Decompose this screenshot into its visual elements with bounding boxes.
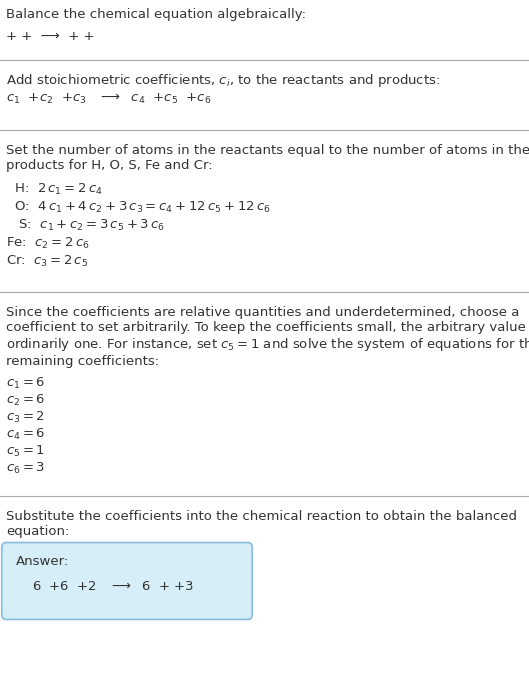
Text: Cr:  $c_3 = 2\,c_5$: Cr: $c_3 = 2\,c_5$ (6, 254, 88, 269)
Text: Substitute the coefficients into the chemical reaction to obtain the balanced
eq: Substitute the coefficients into the che… (6, 510, 517, 538)
Text: Set the number of atoms in the reactants equal to the number of atoms in the
pro: Set the number of atoms in the reactants… (6, 144, 529, 172)
Text: Add stoichiometric coefficients, $c_i$, to the reactants and products:: Add stoichiometric coefficients, $c_i$, … (6, 72, 441, 89)
Text: 6  +6  +2   $\longrightarrow$  6  + +3: 6 +6 +2 $\longrightarrow$ 6 + +3 (32, 580, 195, 593)
Text: $c_3 = 2$: $c_3 = 2$ (6, 410, 45, 425)
Text: Balance the chemical equation algebraically:: Balance the chemical equation algebraica… (6, 8, 306, 21)
Text: Answer:: Answer: (15, 555, 69, 568)
Text: H:  $2\,c_1 = 2\,c_4$: H: $2\,c_1 = 2\,c_4$ (10, 182, 102, 197)
Text: $c_6 = 3$: $c_6 = 3$ (6, 461, 45, 476)
Text: Fe:  $c_2 = 2\,c_6$: Fe: $c_2 = 2\,c_6$ (6, 236, 90, 251)
Text: + +  ⟶  + +: + + ⟶ + + (6, 30, 95, 43)
Text: $c_5 = 1$: $c_5 = 1$ (6, 444, 45, 459)
Text: S:  $c_1 + c_2 = 3\,c_5 + 3\,c_6$: S: $c_1 + c_2 = 3\,c_5 + 3\,c_6$ (10, 218, 165, 233)
Text: Since the coefficients are relative quantities and underdetermined, choose a
coe: Since the coefficients are relative quan… (6, 306, 529, 368)
Text: $c_1 = 6$: $c_1 = 6$ (6, 376, 45, 391)
Text: $c_4 = 6$: $c_4 = 6$ (6, 427, 45, 442)
Text: $c_2 = 6$: $c_2 = 6$ (6, 393, 45, 408)
Text: O:  $4\,c_1 + 4\,c_2 + 3\,c_3 = c_4 + 12\,c_5 + 12\,c_6$: O: $4\,c_1 + 4\,c_2 + 3\,c_3 = c_4 + 12\… (10, 200, 270, 215)
Text: $c_1$  +$c_2$  +$c_3$   $\longrightarrow$  $c_4$  +$c_5$  +$c_6$: $c_1$ +$c_2$ +$c_3$ $\longrightarrow$ $c… (6, 92, 212, 106)
